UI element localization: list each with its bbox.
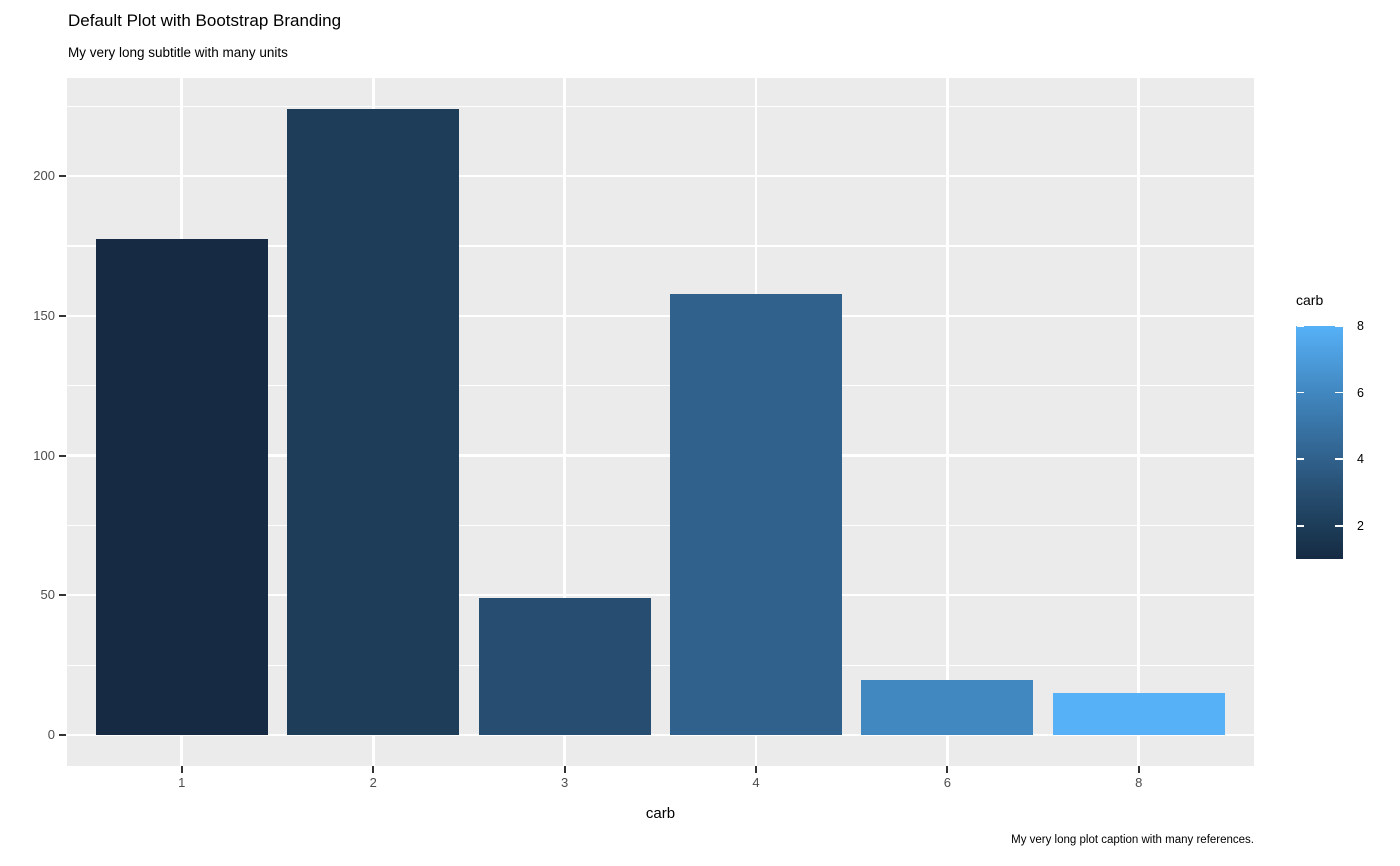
bar [287, 109, 460, 735]
gridline-horizontal-major [67, 314, 1254, 318]
y-axis-tick-label: 0 [47, 727, 55, 742]
bar [861, 679, 1034, 735]
legend-tick-label: 8 [1357, 319, 1364, 333]
bar [478, 598, 651, 735]
x-axis-tick-label: 8 [1135, 775, 1143, 790]
x-axis-tick-mark [1137, 766, 1140, 773]
legend-tick-label: 2 [1357, 518, 1364, 533]
legend-tick-mark [1296, 391, 1304, 394]
gridline-horizontal-minor [67, 385, 1254, 387]
bar [95, 239, 268, 735]
x-axis-tick-label: 2 [369, 775, 377, 790]
gridline-horizontal-major [67, 594, 1254, 597]
x-axis-tick-label: 4 [752, 775, 760, 790]
legend-tick-mark [1335, 391, 1343, 394]
gridline-horizontal-major [67, 733, 1254, 737]
x-axis-tick-mark [372, 766, 375, 773]
y-axis-tick-mark [59, 314, 66, 317]
y-axis-tick-mark [59, 454, 66, 457]
gridline-horizontal-minor [67, 524, 1254, 527]
x-axis-tick-mark [754, 766, 758, 773]
gridline-horizontal-minor [67, 664, 1254, 666]
legend-tick-mark [1296, 458, 1304, 460]
y-axis-tick-mark [59, 733, 66, 737]
y-axis-tick-label: 100 [33, 447, 55, 463]
legend-tick-label: 6 [1357, 385, 1364, 400]
x-axis-tick-mark [563, 766, 566, 773]
gridline-horizontal-major [67, 454, 1254, 457]
gridline-horizontal-major [67, 175, 1254, 178]
plot-caption: My very long plot caption with many refe… [1011, 834, 1254, 846]
legend-title: carb [1296, 292, 1324, 308]
legend-colorbar [1296, 326, 1343, 559]
x-axis-tick-label: 1 [178, 775, 186, 790]
y-axis-tick-mark [59, 594, 66, 597]
x-axis-tick-label: 3 [560, 775, 569, 790]
bar [1052, 693, 1225, 735]
y-axis-tick-label: 50 [40, 587, 55, 603]
x-axis-title: carb [645, 805, 676, 822]
plot-panel [67, 78, 1254, 766]
legend-tick-mark [1296, 524, 1304, 527]
gridline-horizontal-minor [67, 105, 1254, 107]
bar [670, 293, 842, 735]
x-axis-tick-label: 6 [943, 775, 951, 790]
y-axis-tick-mark [59, 175, 66, 178]
plot-title: Default Plot with Bootstrap Branding [68, 11, 342, 30]
x-axis-tick-mark [946, 766, 949, 773]
legend-tick-mark [1335, 524, 1343, 527]
gridline-vertical-major [1137, 78, 1141, 766]
legend-tick-label: 4 [1357, 452, 1364, 467]
y-axis-tick-label: 200 [33, 168, 55, 184]
legend-tick-mark [1335, 458, 1343, 460]
gridline-vertical-major [946, 78, 949, 766]
legend-tick-mark [1335, 325, 1343, 327]
plot-subtitle: My very long subtitle with many units [68, 45, 288, 60]
y-axis-tick-label: 150 [33, 307, 55, 323]
gridline-vertical-major [563, 78, 566, 766]
gridline-horizontal-minor [67, 245, 1254, 247]
x-axis-tick-mark [180, 766, 183, 773]
legend-tick-mark [1296, 325, 1304, 327]
